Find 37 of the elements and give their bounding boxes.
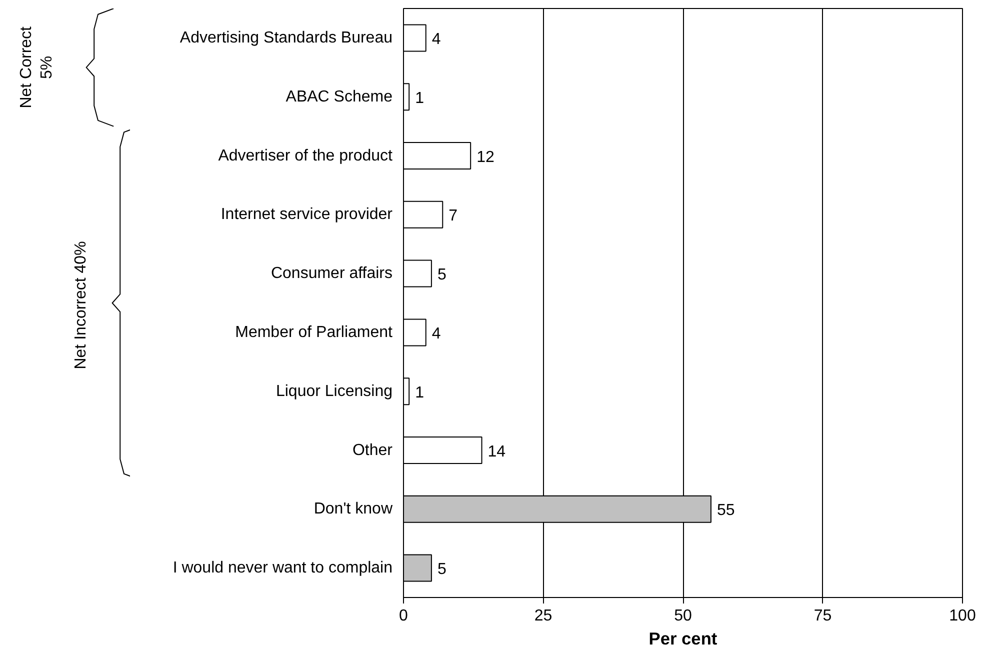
y-tick-label: Other: [352, 442, 394, 459]
y-tick-label: Consumer affairs: [270, 265, 392, 282]
x-tick-label: 75: [814, 608, 832, 624]
bar: [404, 83, 410, 111]
text: Net Correct 5%: [18, 26, 56, 108]
data-label: 12: [476, 148, 494, 166]
y-tick-label: Advertiser of the product: [218, 147, 394, 164]
data-label: 4: [432, 30, 441, 48]
bar: [404, 554, 432, 582]
data-label: 4: [432, 325, 441, 342]
x-tick-label: 25: [534, 608, 552, 624]
y-tick-label: Internet service provider: [220, 206, 394, 224]
y-tick-label: Member of Parliament: [235, 324, 394, 341]
x-tick-label: 0: [399, 608, 408, 624]
bar: [404, 142, 472, 170]
bar: [404, 378, 410, 406]
data-label: 14: [488, 443, 506, 460]
x-tick-label: 100: [949, 608, 976, 624]
y-tick-label: ABAC Scheme: [286, 88, 393, 106]
text: Net Incorrect 40%: [72, 241, 90, 370]
y-tick-label: I would never want to complain: [172, 560, 392, 577]
bar: [404, 260, 432, 288]
y-tick-label: Don't know: [314, 500, 393, 518]
data-label: 5: [437, 266, 446, 284]
x-axis-title: Per cent: [648, 628, 718, 648]
y-tick-label: Liquor Licensing: [276, 382, 393, 400]
y-tick-label: Advertising Standards Bureau: [180, 29, 393, 46]
bar: [404, 200, 444, 228]
data-label: 1: [415, 90, 424, 107]
data-label: 55: [716, 502, 735, 520]
bar: [404, 436, 482, 464]
data-label: 7: [448, 208, 458, 225]
bar: [404, 24, 426, 52]
x-tick-label: 50: [674, 608, 692, 624]
bar: [404, 318, 426, 346]
data-label: 1: [415, 384, 424, 402]
data-label: 5: [437, 561, 446, 578]
